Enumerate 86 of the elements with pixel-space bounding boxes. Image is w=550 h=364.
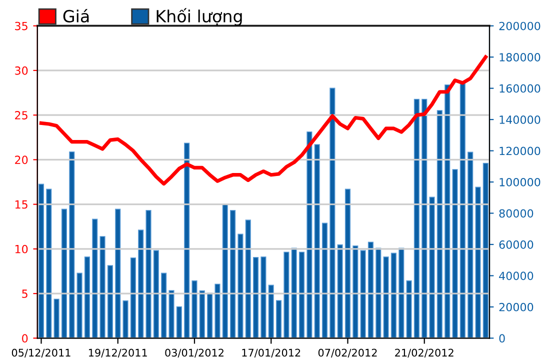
bar — [414, 98, 420, 338]
bar — [468, 152, 474, 338]
y2-tick-label: 100000 — [500, 178, 540, 186]
bar — [475, 186, 481, 338]
y-tick-label: 30 — [15, 66, 28, 75]
y-tick-label: 0 — [22, 334, 28, 343]
y2-tick-label: 20000 — [499, 302, 534, 312]
bar — [184, 142, 190, 338]
bar — [398, 248, 404, 338]
bar — [322, 222, 328, 338]
x-tick-label: 17/01/2012 — [242, 348, 300, 358]
bar — [107, 265, 113, 338]
bar — [460, 83, 466, 338]
bar — [383, 256, 389, 338]
bar — [436, 110, 442, 338]
bar — [146, 210, 152, 338]
bar — [268, 284, 274, 338]
x-tick-label: 21/02/2012 — [395, 348, 454, 358]
x-tick-label: 19/12/2011 — [88, 348, 147, 358]
bar — [314, 144, 320, 338]
bar — [61, 208, 68, 338]
bar — [222, 204, 228, 338]
bar — [298, 252, 305, 338]
bar — [46, 188, 52, 338]
bar — [337, 244, 343, 338]
y2-tick-label: 180000 — [500, 53, 540, 62]
bar — [284, 252, 290, 338]
legend-label: Giá — [63, 8, 89, 23]
x-tick-label: 03/01/2012 — [165, 348, 224, 358]
bar — [38, 184, 44, 338]
bar — [168, 290, 174, 338]
x-tick-label: 07/02/2012 — [318, 348, 377, 358]
bar — [199, 290, 205, 338]
bar — [252, 257, 259, 338]
y2-tick-label: 40000 — [499, 272, 534, 280]
y-tick-label: 15 — [15, 200, 28, 209]
bar — [69, 151, 75, 338]
bar — [352, 245, 358, 338]
bar — [344, 188, 351, 338]
y-tick-label: 20 — [15, 156, 28, 164]
y2-tick-label: 0 — [499, 334, 505, 343]
y2-tick-label: 80000 — [499, 209, 534, 218]
bar — [422, 98, 428, 338]
bar — [291, 248, 297, 338]
bar — [176, 306, 182, 338]
bar — [122, 300, 128, 338]
bar — [76, 272, 82, 338]
bar — [138, 230, 144, 338]
bar — [406, 280, 412, 338]
y2-tick-label: 160000 — [500, 84, 540, 93]
bar — [306, 131, 312, 338]
bar — [260, 256, 266, 338]
bar — [429, 196, 435, 338]
bar — [360, 250, 366, 338]
bar — [192, 280, 198, 338]
bar — [214, 284, 220, 338]
bar — [330, 88, 336, 338]
bar — [376, 248, 382, 338]
bar — [54, 298, 60, 338]
y-tick-label: 5 — [22, 290, 28, 298]
bar — [238, 234, 244, 338]
bar — [444, 84, 450, 338]
x-tick-label: 05/12/2011 — [12, 348, 70, 358]
y2-tick-label: 60000 — [499, 240, 534, 249]
bar — [92, 218, 98, 338]
bar — [230, 210, 236, 338]
bar — [84, 256, 90, 338]
bar — [153, 250, 159, 338]
bar — [390, 252, 397, 338]
y-tick-label: 10 — [15, 244, 28, 254]
bar — [130, 257, 136, 338]
bar — [452, 169, 458, 338]
bar — [115, 208, 121, 338]
bar — [276, 300, 282, 338]
bar — [245, 220, 251, 338]
y2-tick-label: 140000 — [500, 116, 540, 124]
y-tick-label: 25 — [15, 111, 28, 120]
y-tick-label: 35 — [15, 22, 28, 30]
bar — [368, 242, 374, 338]
bar — [100, 236, 106, 338]
bar — [161, 272, 167, 338]
legend-label: Khối lượng — [156, 8, 242, 26]
y2-tick-label: 200000 — [499, 22, 540, 30]
line-series — [39, 55, 488, 186]
y2-tick-label: 120000 — [500, 146, 540, 156]
bar — [207, 292, 213, 338]
